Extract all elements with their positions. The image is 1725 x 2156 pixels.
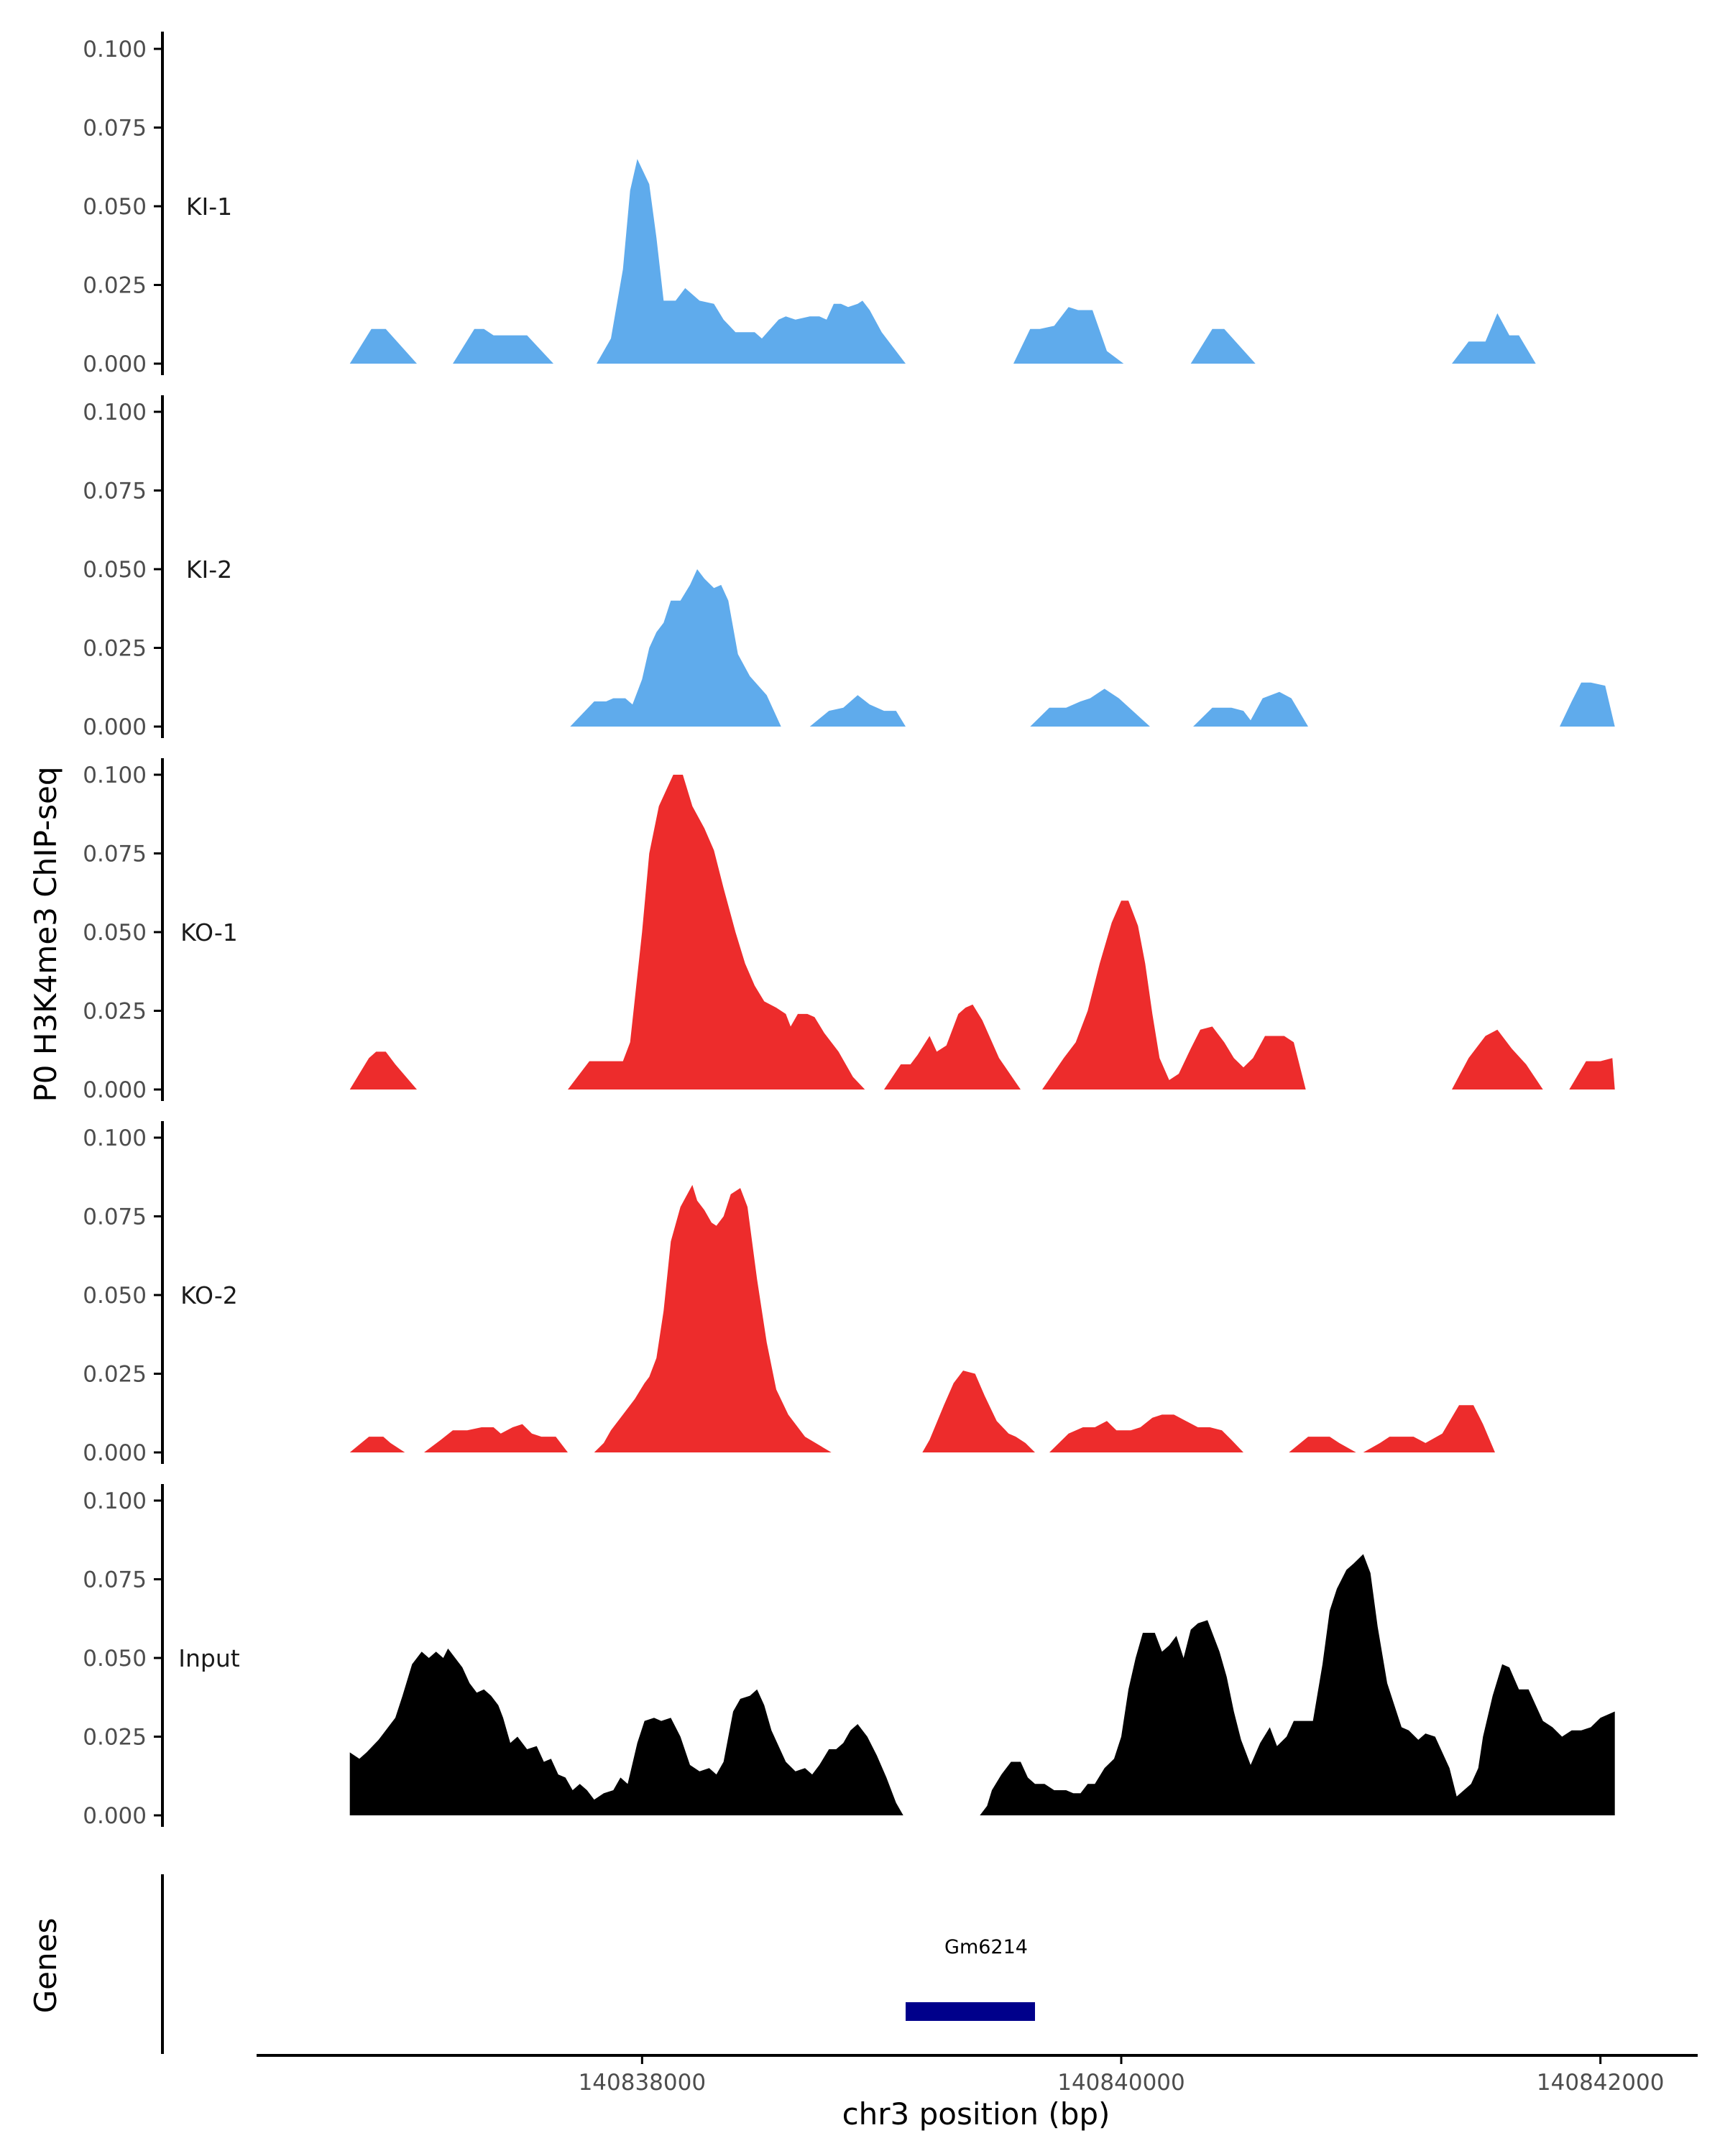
y-tick-label: 0.050 (83, 194, 147, 220)
x-tick-label: 140842000 (1537, 2070, 1665, 2096)
y-tick-label: 0.100 (83, 400, 147, 425)
y-tick-label: 0.050 (83, 557, 147, 583)
track-ko-2: 0.000 0.025 0.050 0.075 0.100 KO-2 (83, 1121, 1495, 1466)
coverage-area (809, 695, 906, 727)
y-axis-title: P0 H3K4me3 ChIP-seq (28, 766, 63, 1102)
gene-bar (906, 2002, 1035, 2021)
coverage-area (1452, 1029, 1543, 1089)
coverage-area (1569, 1058, 1615, 1089)
tracks-layer: 0.0000.0250.0500.0750.100KI-10.0000.0250… (83, 32, 1615, 1829)
x-axis: 140838000 140840000 140842000 (257, 2054, 1698, 2096)
coverage-area (349, 328, 417, 364)
coverage-area (568, 775, 865, 1089)
y-tick-label: 0.000 (83, 714, 147, 740)
gene-label: Gm6214 (944, 1936, 1028, 1958)
coverage-area (1030, 688, 1150, 727)
coverage-area (349, 1051, 417, 1089)
y-tick-label: 0.050 (83, 1646, 147, 1672)
y-tick-label: 0.100 (83, 763, 147, 788)
x-tick-label: 140840000 (1057, 2070, 1185, 2096)
genes-axis-title: Genes (28, 1918, 63, 2014)
coverage-area (570, 569, 781, 727)
gene-gm6214: Gm6214 (906, 1936, 1035, 2021)
track-label: KI-1 (186, 193, 232, 221)
coverage-area (1452, 313, 1536, 364)
y-tick-label: 0.025 (83, 1725, 147, 1751)
coverage-area (424, 1424, 568, 1452)
coverage-area (1363, 1405, 1495, 1452)
y-tick-label: 0.050 (83, 1283, 147, 1309)
y-tick-label: 0.075 (83, 479, 147, 505)
coverage-area (349, 1437, 405, 1452)
track-label: KO-1 (180, 918, 238, 946)
x-axis-title: chr3 position (bp) (842, 2096, 1110, 2132)
track-ki-2: 0.000 0.025 0.050 0.075 0.100 KI-2 (83, 395, 1615, 740)
track-label: Input (178, 1644, 240, 1672)
y-tick-label: 0.025 (83, 273, 147, 299)
y-tick-label: 0.025 (83, 636, 147, 662)
track-ki-1: 0.000 0.025 0.050 0.075 0.100 KI-1 (83, 32, 1536, 377)
coverage-area (1190, 328, 1256, 364)
y-tick-label: 0.025 (83, 999, 147, 1025)
coverage-area (1289, 1437, 1356, 1452)
y-tick-label: 0.075 (83, 1204, 147, 1230)
coverage-area (1013, 307, 1124, 364)
y-tick-label: 0.025 (83, 1362, 147, 1388)
y-tick-label: 0.100 (83, 1125, 147, 1151)
coverage-area (1049, 1414, 1243, 1452)
y-tick-label: 0.075 (83, 116, 147, 142)
track-ko-1: 0.000 0.025 0.050 0.075 0.100 KO-1 (83, 758, 1615, 1103)
y-tick-label: 0.075 (83, 842, 147, 867)
track-input: 0.000 0.025 0.050 0.075 0.100 Input (83, 1484, 1615, 1829)
coverage-area (980, 1554, 1615, 1815)
coverage-area (597, 159, 906, 364)
coverage-area (884, 1004, 1021, 1089)
track-label: KI-2 (186, 556, 232, 584)
y-tick-label: 0.075 (83, 1567, 147, 1593)
coverage-area (594, 1184, 832, 1452)
coverage-area (349, 1648, 903, 1815)
y-tick-label: 0.000 (83, 1440, 147, 1466)
genes-panel: Gm6214 (161, 1874, 1035, 2054)
y-tick-label: 0.000 (83, 1077, 147, 1103)
y-tick-label: 0.100 (83, 1488, 147, 1514)
y-tick-label: 0.000 (83, 351, 147, 377)
y-tick-label: 0.000 (83, 1803, 147, 1829)
track-label: KO-2 (180, 1281, 238, 1309)
coverage-area (922, 1370, 1035, 1452)
coverage-area (1193, 691, 1308, 727)
coverage-area (1560, 682, 1615, 727)
coverage-area (453, 328, 553, 364)
coverage-area (1042, 900, 1306, 1089)
y-tick-label: 0.050 (83, 920, 147, 946)
x-tick-label: 140838000 (579, 2070, 707, 2096)
y-tick-label: 0.100 (83, 37, 147, 63)
